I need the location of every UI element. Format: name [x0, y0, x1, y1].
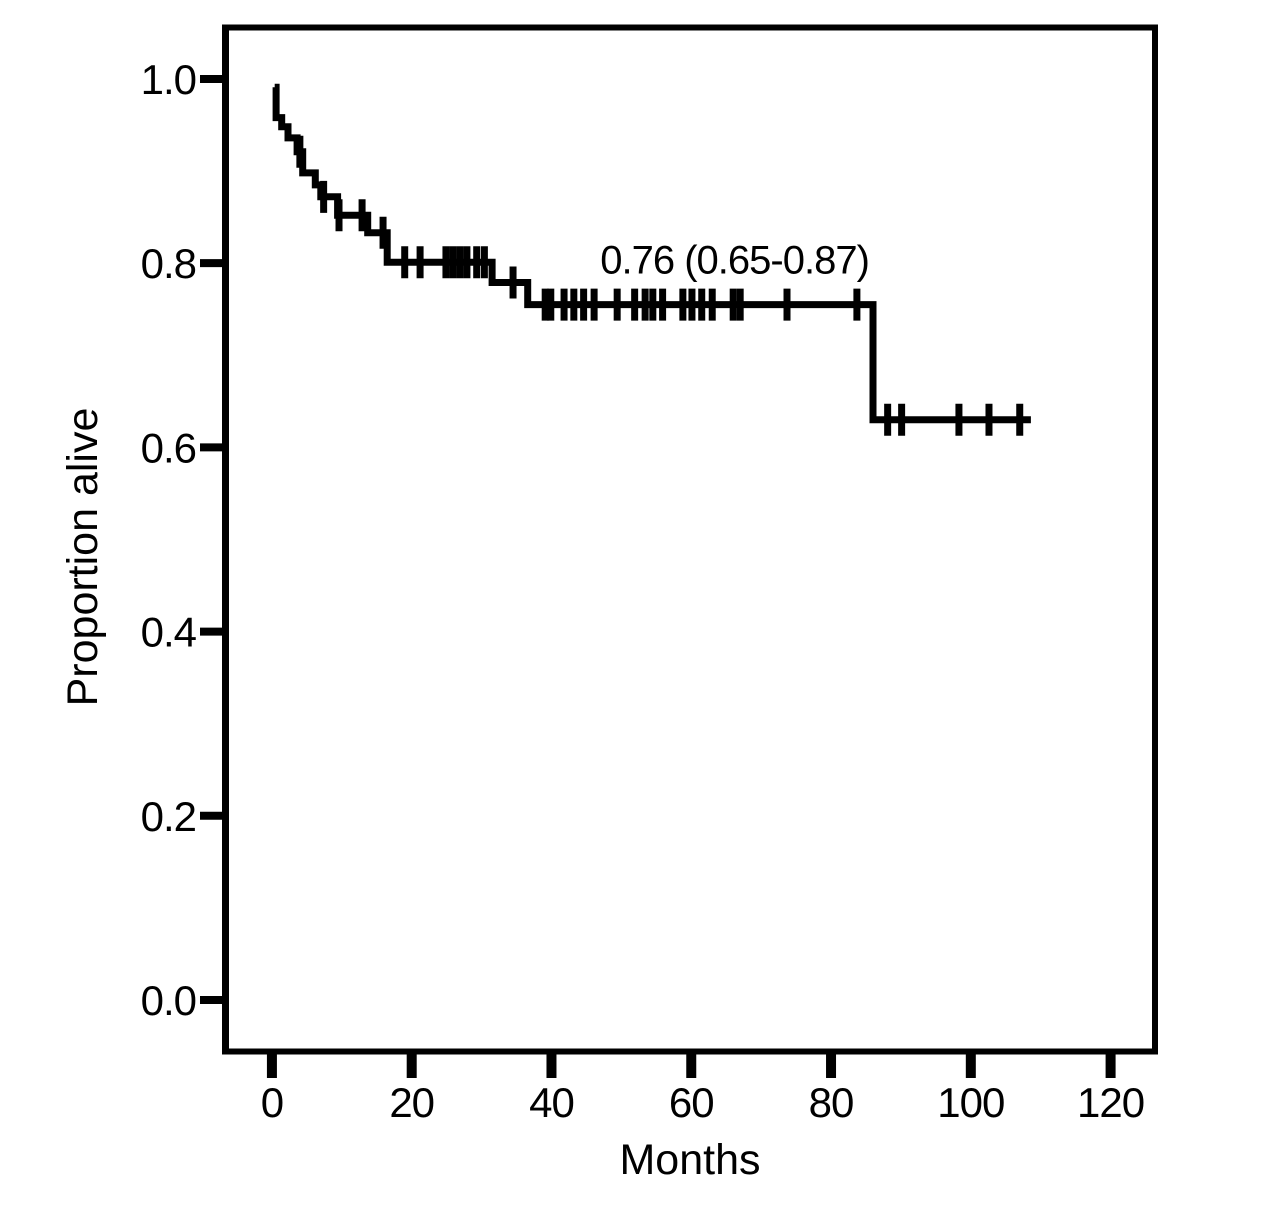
- y-tick-label: 0.6: [141, 424, 196, 471]
- y-axis-tick-labels: 0.0 0.2 0.4 0.6 0.8 1.0: [141, 56, 198, 1024]
- x-tick-label: 80: [809, 1079, 854, 1126]
- y-tick-label: 1.0: [141, 56, 196, 103]
- x-tick-label: 60: [669, 1079, 714, 1126]
- survival-estimate-annotation: 0.76 (0.65-0.87): [600, 239, 869, 283]
- y-axis-title: Proportion alive: [59, 408, 107, 707]
- y-axis-ticks: [200, 74, 224, 1005]
- plot-frame: [222, 24, 1158, 1055]
- x-tick-label: 20: [389, 1079, 434, 1126]
- y-tick-label: 0.8: [141, 240, 196, 287]
- x-axis-title: Months: [619, 1136, 760, 1184]
- x-axis-tick-labels: 0 20 40 60 80 100 120: [261, 1079, 1145, 1126]
- y-tick-label: 0.2: [141, 793, 196, 840]
- x-tick-label: 40: [529, 1079, 574, 1126]
- x-tick-label: 100: [937, 1079, 1004, 1126]
- x-tick-label: 120: [1077, 1079, 1144, 1126]
- x-tick-label: 0: [261, 1079, 283, 1126]
- censor-marks: [296, 135, 1024, 436]
- y-tick-label: 0.0: [141, 977, 196, 1024]
- y-tick-label: 0.4: [141, 609, 197, 656]
- x-axis-ticks: [266, 1052, 1116, 1078]
